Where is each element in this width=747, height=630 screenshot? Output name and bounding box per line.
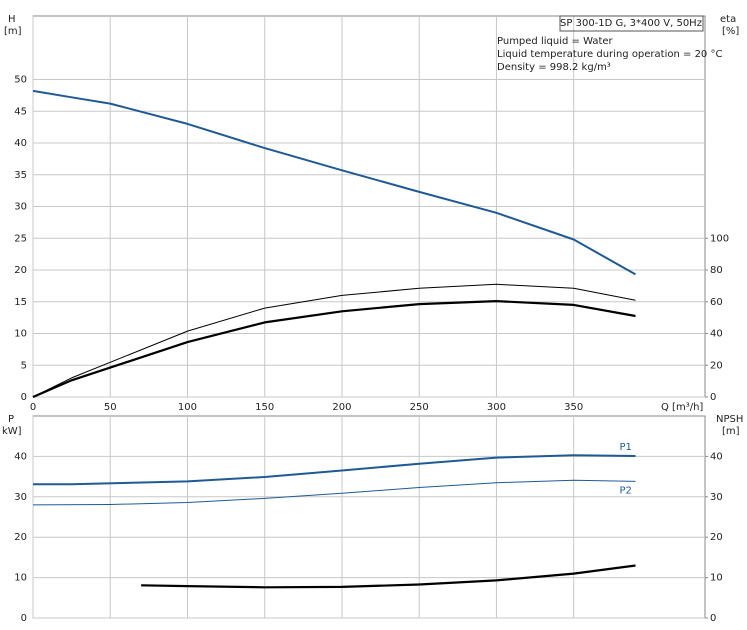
y2-tick-label: 80 (710, 265, 723, 276)
model-label: SP 300-1D G, 3*400 V, 50Hz (560, 18, 702, 29)
y2-tick-label: 10 (710, 573, 723, 584)
y2-axis-unit: [%] (722, 26, 739, 37)
y-tick-label: 20 (14, 532, 27, 543)
curve (32, 89, 636, 276)
y-axis-unit: kW] (2, 426, 22, 437)
x-tick-label: 200 (332, 402, 351, 413)
y2-tick-label: 40 (710, 451, 723, 462)
y2-tick-label: 40 (710, 329, 723, 340)
y-axis-label: H (8, 14, 16, 25)
x-tick-label: 300 (487, 402, 506, 413)
annotation: Density = 998.2 kg/m³ (497, 62, 611, 73)
y2-axis-label: NPSH (716, 414, 743, 425)
y2-tick-label: 20 (710, 532, 723, 543)
x-tick-label: 250 (410, 402, 429, 413)
y2-axis-unit: [m] (722, 426, 740, 437)
x-tick-label: 0 (30, 402, 36, 413)
y-tick-label: 0 (21, 392, 27, 403)
x-axis-label: Q [m³/h] (661, 402, 703, 413)
y-tick-label: 0 (21, 613, 27, 624)
y2-tick-label: 0 (710, 392, 716, 403)
y-tick-label: 20 (14, 265, 27, 276)
y-tick-label: 10 (14, 573, 27, 584)
y2-axis-label: eta (720, 14, 736, 25)
y-tick-label: 45 (14, 106, 27, 117)
curve (33, 454, 636, 486)
curve (32, 300, 636, 399)
y2-tick-label: 60 (710, 297, 723, 308)
y2-tick-label: 0 (710, 613, 716, 624)
annotation: Pumped liquid = Water (497, 36, 614, 47)
y-axis-label: P (8, 414, 14, 425)
x-tick-label: 150 (255, 402, 274, 413)
annotation: Liquid temperature during operation = 20… (497, 49, 722, 60)
y-tick-label: 30 (14, 202, 27, 213)
y-tick-label: 10 (14, 329, 27, 340)
plot-area (32, 415, 706, 619)
y-tick-label: 25 (14, 233, 27, 244)
curve (32, 479, 636, 506)
y-tick-label: 40 (14, 138, 27, 149)
y-tick-label: 30 (14, 492, 27, 503)
y2-tick-label: 100 (710, 233, 729, 244)
series-label: P1 (619, 442, 631, 453)
model-box (559, 15, 704, 32)
y2-tick-label: 30 (710, 492, 723, 503)
y-tick-label: 15 (14, 297, 27, 308)
y-tick-label: 40 (14, 451, 27, 462)
y2-tick-label: 20 (710, 360, 723, 371)
curve (141, 564, 636, 589)
y-tick-label: 50 (14, 75, 27, 86)
x-tick-label: 350 (564, 402, 583, 413)
curve (32, 283, 636, 398)
x-tick-label: 50 (104, 402, 117, 413)
y-axis-unit: [m] (4, 26, 22, 37)
y-tick-label: 5 (21, 360, 27, 371)
x-tick-label: 100 (178, 402, 197, 413)
series-label: P2 (619, 485, 631, 496)
y-tick-label: 35 (14, 170, 27, 181)
